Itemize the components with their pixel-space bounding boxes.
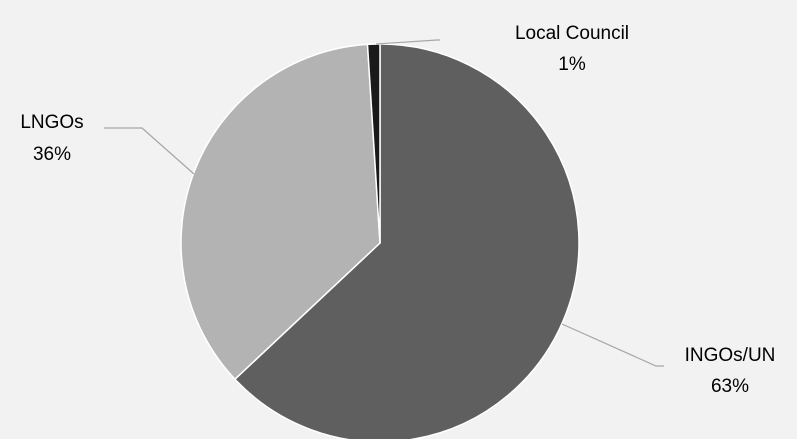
leader-line-local-council bbox=[375, 39, 440, 45]
slice-value-local-council: 1% bbox=[558, 54, 586, 75]
pie-slices bbox=[180, 43, 580, 439]
slice-label-local-council: Local Council bbox=[515, 23, 629, 44]
slice-value-lngos: 36% bbox=[33, 144, 71, 165]
pie-slice-ingos-un bbox=[234, 43, 580, 439]
slice-value-ingos-un: 63% bbox=[711, 376, 749, 397]
slice-label-ingos-un: INGOs/UN bbox=[685, 345, 776, 366]
leader-line-lngos bbox=[104, 127, 195, 175]
leader-lines bbox=[104, 39, 664, 367]
slice-label-lngos: LNGOs bbox=[20, 112, 83, 133]
pie-slice-lngos bbox=[180, 43, 381, 380]
leader-line-ingos-un bbox=[561, 323, 664, 367]
slice-labels: INGOs/UN 63% LNGOs 36% Local Council 1% bbox=[20, 23, 775, 397]
